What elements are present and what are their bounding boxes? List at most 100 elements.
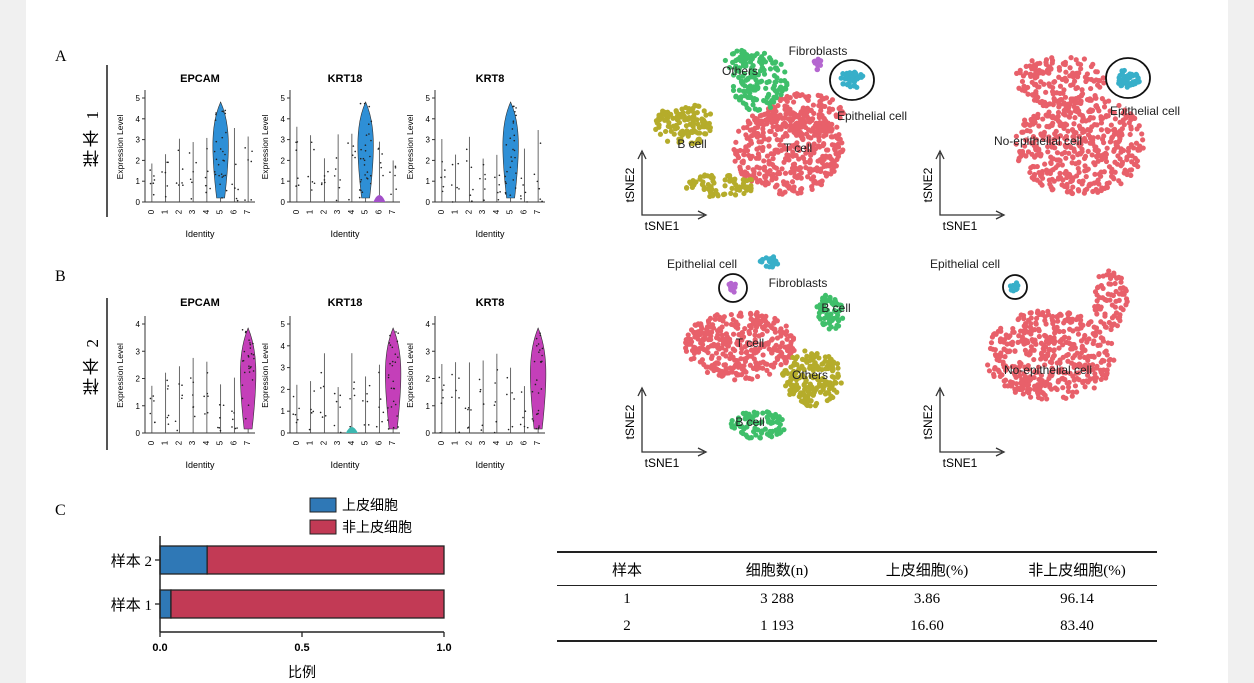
tsne-point-b-cell (689, 116, 696, 122)
violin-point (235, 163, 237, 166)
violin-point (217, 163, 220, 166)
tsne-point-non-epithelial (1112, 304, 1118, 310)
tsne-point-epithelial (843, 73, 849, 79)
tsne-point-t-cell (783, 331, 789, 338)
tsne-point-t-cell (795, 190, 801, 196)
violin-point (224, 153, 226, 156)
tsne-label-b-cell: B cell (821, 301, 850, 315)
tsne-point-non-epithelial (1098, 127, 1105, 133)
violin-point (537, 409, 540, 412)
tsne-point-non-epithelial (1001, 346, 1008, 353)
tsne-point-t-cell (741, 151, 747, 158)
tsne-point-t-cell (723, 353, 729, 359)
tsne-point-t-cell (791, 114, 797, 120)
violin-point (363, 159, 366, 162)
tsne-point-non-epithelial (1119, 291, 1125, 297)
violin-point (387, 407, 389, 409)
violin-ytick-label: 5 (426, 94, 431, 103)
violin-point (534, 383, 537, 386)
tsne-point-non-epithelial (1065, 384, 1072, 390)
violin-ylabel: Expression Level (260, 115, 270, 180)
tsne-point-non-epithelial (1116, 274, 1122, 280)
tsne-point-t-cell (829, 126, 835, 133)
tsne-point-non-epithelial (1059, 376, 1065, 382)
violin-point (361, 191, 364, 193)
tsne-point-non-epithelial (1036, 123, 1042, 129)
tsne-point-non-epithelial (1112, 280, 1118, 287)
violin-point (390, 387, 393, 390)
violin-point (513, 398, 515, 400)
tsne-point-t-cell (815, 92, 821, 98)
tsne-point-others (740, 100, 746, 106)
tsne-point-non-epithelial (1028, 73, 1034, 79)
tsne-point-others (808, 398, 814, 404)
tsne-point-non-epithelial (1064, 182, 1070, 188)
tsne-point-t-cell (773, 347, 779, 353)
tsne-point-t-cell (787, 145, 793, 151)
violin-point (381, 153, 383, 155)
violin-point (394, 165, 397, 168)
tsne-point-non-epithelial (1100, 285, 1106, 291)
tsne-point-t-cell (714, 328, 721, 334)
tsne-point-non-epithelial (1038, 372, 1045, 378)
violin-ytick-label: 1 (426, 402, 431, 411)
tsne-point-non-epithelial (1063, 69, 1069, 75)
tsne-point-non-epithelial (1001, 339, 1007, 345)
tsne-point-b-cell (701, 186, 707, 193)
violin-point (319, 387, 322, 389)
tsne-point-t-cell (774, 171, 781, 177)
violin-point (249, 343, 252, 346)
tsne-point-b-cell (689, 184, 696, 190)
tsne-point-b-cell (759, 419, 765, 425)
tsne-point-others (754, 51, 760, 57)
tsne-point-non-epithelial (1022, 117, 1028, 123)
tsne-point-b-cell (826, 326, 832, 332)
violin-ylabel: Expression Level (260, 343, 270, 408)
tsne-point-b-cell (725, 173, 731, 179)
violin-point (467, 427, 469, 429)
violin-ytick-label: 4 (426, 115, 431, 124)
violin-point (480, 429, 483, 431)
tsne-point-others (773, 79, 779, 85)
tsne-point-non-epithelial (1025, 91, 1031, 97)
violin-point (313, 182, 316, 185)
table-header-row: 样本 细胞数(n) 上皮细胞(%) 非上皮细胞(%) (557, 553, 1157, 585)
tsne-point-t-cell (806, 141, 812, 147)
tsne-point-others (835, 371, 841, 377)
violin-point (348, 198, 350, 201)
tsne-point-non-epithelial (1123, 115, 1129, 121)
violin-point (249, 342, 251, 344)
tsne-point-t-cell (770, 364, 777, 370)
violin-point (365, 134, 368, 136)
violin-point (511, 392, 513, 394)
violin-point (458, 188, 460, 190)
violin-point (244, 199, 246, 201)
tsne-point-epithelial (728, 287, 734, 293)
tsne-point-non-epithelial (1100, 372, 1106, 378)
violin-point (379, 398, 382, 400)
tsne-point-t-cell (688, 356, 694, 362)
violin-point (368, 105, 371, 108)
tsne-point-b-cell (742, 185, 749, 191)
tsne-point-non-epithelial (1098, 376, 1104, 383)
violin-ytick-label: 4 (281, 342, 286, 351)
tsne-point-non-epithelial (1063, 395, 1069, 401)
tsne-point-non-epithelial (1117, 119, 1123, 125)
tsne-point-non-epithelial (1106, 180, 1112, 186)
violin-point (222, 175, 225, 177)
tsne-point-non-epithelial (1082, 163, 1088, 169)
tsne-point-non-epithelial (1024, 338, 1030, 344)
tsne-point-b-cell (672, 126, 679, 132)
tsne-point-non-epithelial (1073, 85, 1079, 92)
tsne-point-b-cell (681, 113, 687, 119)
tsne-point-t-cell (810, 116, 816, 122)
tsne-point-others (816, 365, 822, 371)
violin-ytick-label: 2 (136, 375, 141, 384)
tsne-point-t-cell (821, 133, 827, 139)
tsne-point-non-epithelial (990, 371, 997, 377)
violin-point (512, 179, 515, 181)
violin-point (451, 396, 453, 399)
tsne-point-t-cell (705, 336, 712, 343)
tsne-point-b-cell (826, 318, 833, 324)
tsne-point-t-cell (774, 335, 781, 341)
